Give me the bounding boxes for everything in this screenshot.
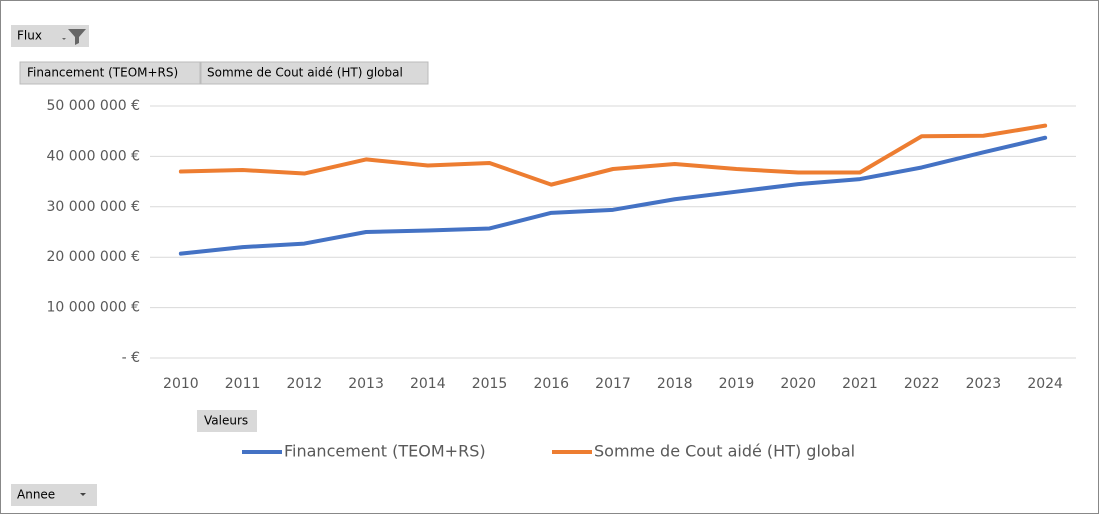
filter-icon [62,29,86,45]
y-tick-label: 30 000 000 € [46,199,140,215]
x-tick-label: 2023 [966,376,1002,392]
values-button-label: Valeurs [204,414,248,428]
x-tick-label: 2018 [657,376,693,392]
x-tick-label: 2012 [287,376,323,392]
x-tick-label: 2021 [842,376,878,392]
x-tick-label: 2017 [595,376,631,392]
x-tick-label: 2016 [533,376,569,392]
x-tick-label: 2015 [472,376,508,392]
values-button[interactable] [197,410,257,432]
legend-label: Financement (TEOM+RS) [284,442,486,461]
dropdown-icon [80,493,86,496]
y-tick-label: - € [122,350,140,366]
filter-label: Flux [17,29,42,43]
field-button[interactable] [19,61,201,85]
y-tick-label: 40 000 000 € [46,148,140,164]
y-tick-label: 10 000 000 € [46,300,140,316]
field-button[interactable] [200,61,429,85]
series-line [178,135,1048,256]
x-tick-label: 2019 [719,376,755,392]
field-button-label: Somme de Cout aidé (HT) global [207,66,403,80]
x-tick-label: 2010 [163,376,199,392]
x-tick-label: 2014 [410,376,446,392]
axis-field-button[interactable] [11,484,97,506]
axis-field-label: Annee [17,488,55,502]
field-button-label: Financement (TEOM+RS) [27,66,178,80]
series-line [178,123,1048,187]
x-tick-label: 2011 [225,376,261,392]
y-tick-label: 50 000 000 € [46,98,140,114]
x-tick-label: 2020 [780,376,816,392]
x-tick-label: 2013 [348,376,384,392]
x-tick-label: 2022 [904,376,940,392]
x-tick-label: 2024 [1027,376,1063,392]
legend-label: Somme de Cout aidé (HT) global [594,442,855,461]
y-tick-label: 20 000 000 € [46,249,140,265]
